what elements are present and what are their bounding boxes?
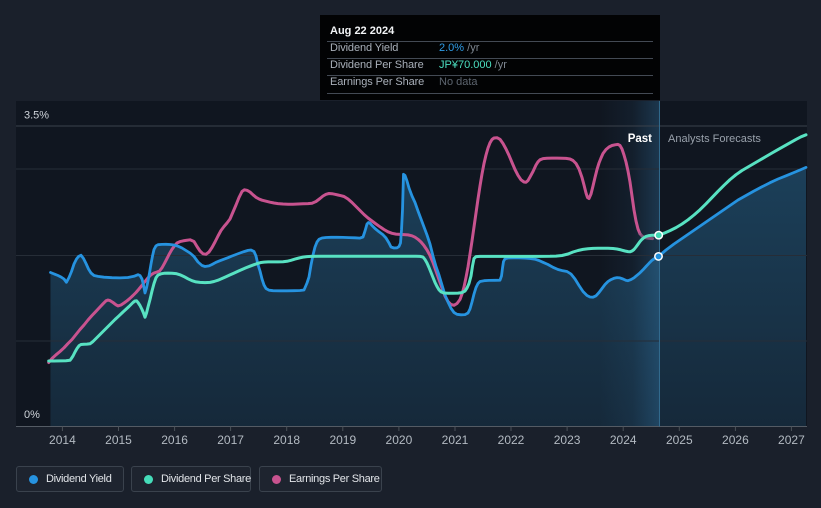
svg-text:2017: 2017 xyxy=(217,433,244,447)
svg-text:2021: 2021 xyxy=(442,433,469,447)
svg-text:2022: 2022 xyxy=(498,433,525,447)
svg-text:2015: 2015 xyxy=(105,433,132,447)
svg-text:2014: 2014 xyxy=(49,433,76,447)
svg-text:2023: 2023 xyxy=(554,433,581,447)
svg-text:0%: 0% xyxy=(24,409,40,421)
svg-text:2025: 2025 xyxy=(666,433,693,447)
svg-text:2018: 2018 xyxy=(273,433,300,447)
svg-text:2020: 2020 xyxy=(386,433,413,447)
svg-text:2019: 2019 xyxy=(329,433,356,447)
svg-text:Past: Past xyxy=(628,133,652,145)
svg-text:2016: 2016 xyxy=(161,433,188,447)
svg-text:3.5%: 3.5% xyxy=(24,110,49,122)
svg-text:Analysts Forecasts: Analysts Forecasts xyxy=(668,133,761,145)
svg-text:2027: 2027 xyxy=(778,433,805,447)
svg-text:2026: 2026 xyxy=(722,433,749,447)
svg-text:2024: 2024 xyxy=(610,433,637,447)
